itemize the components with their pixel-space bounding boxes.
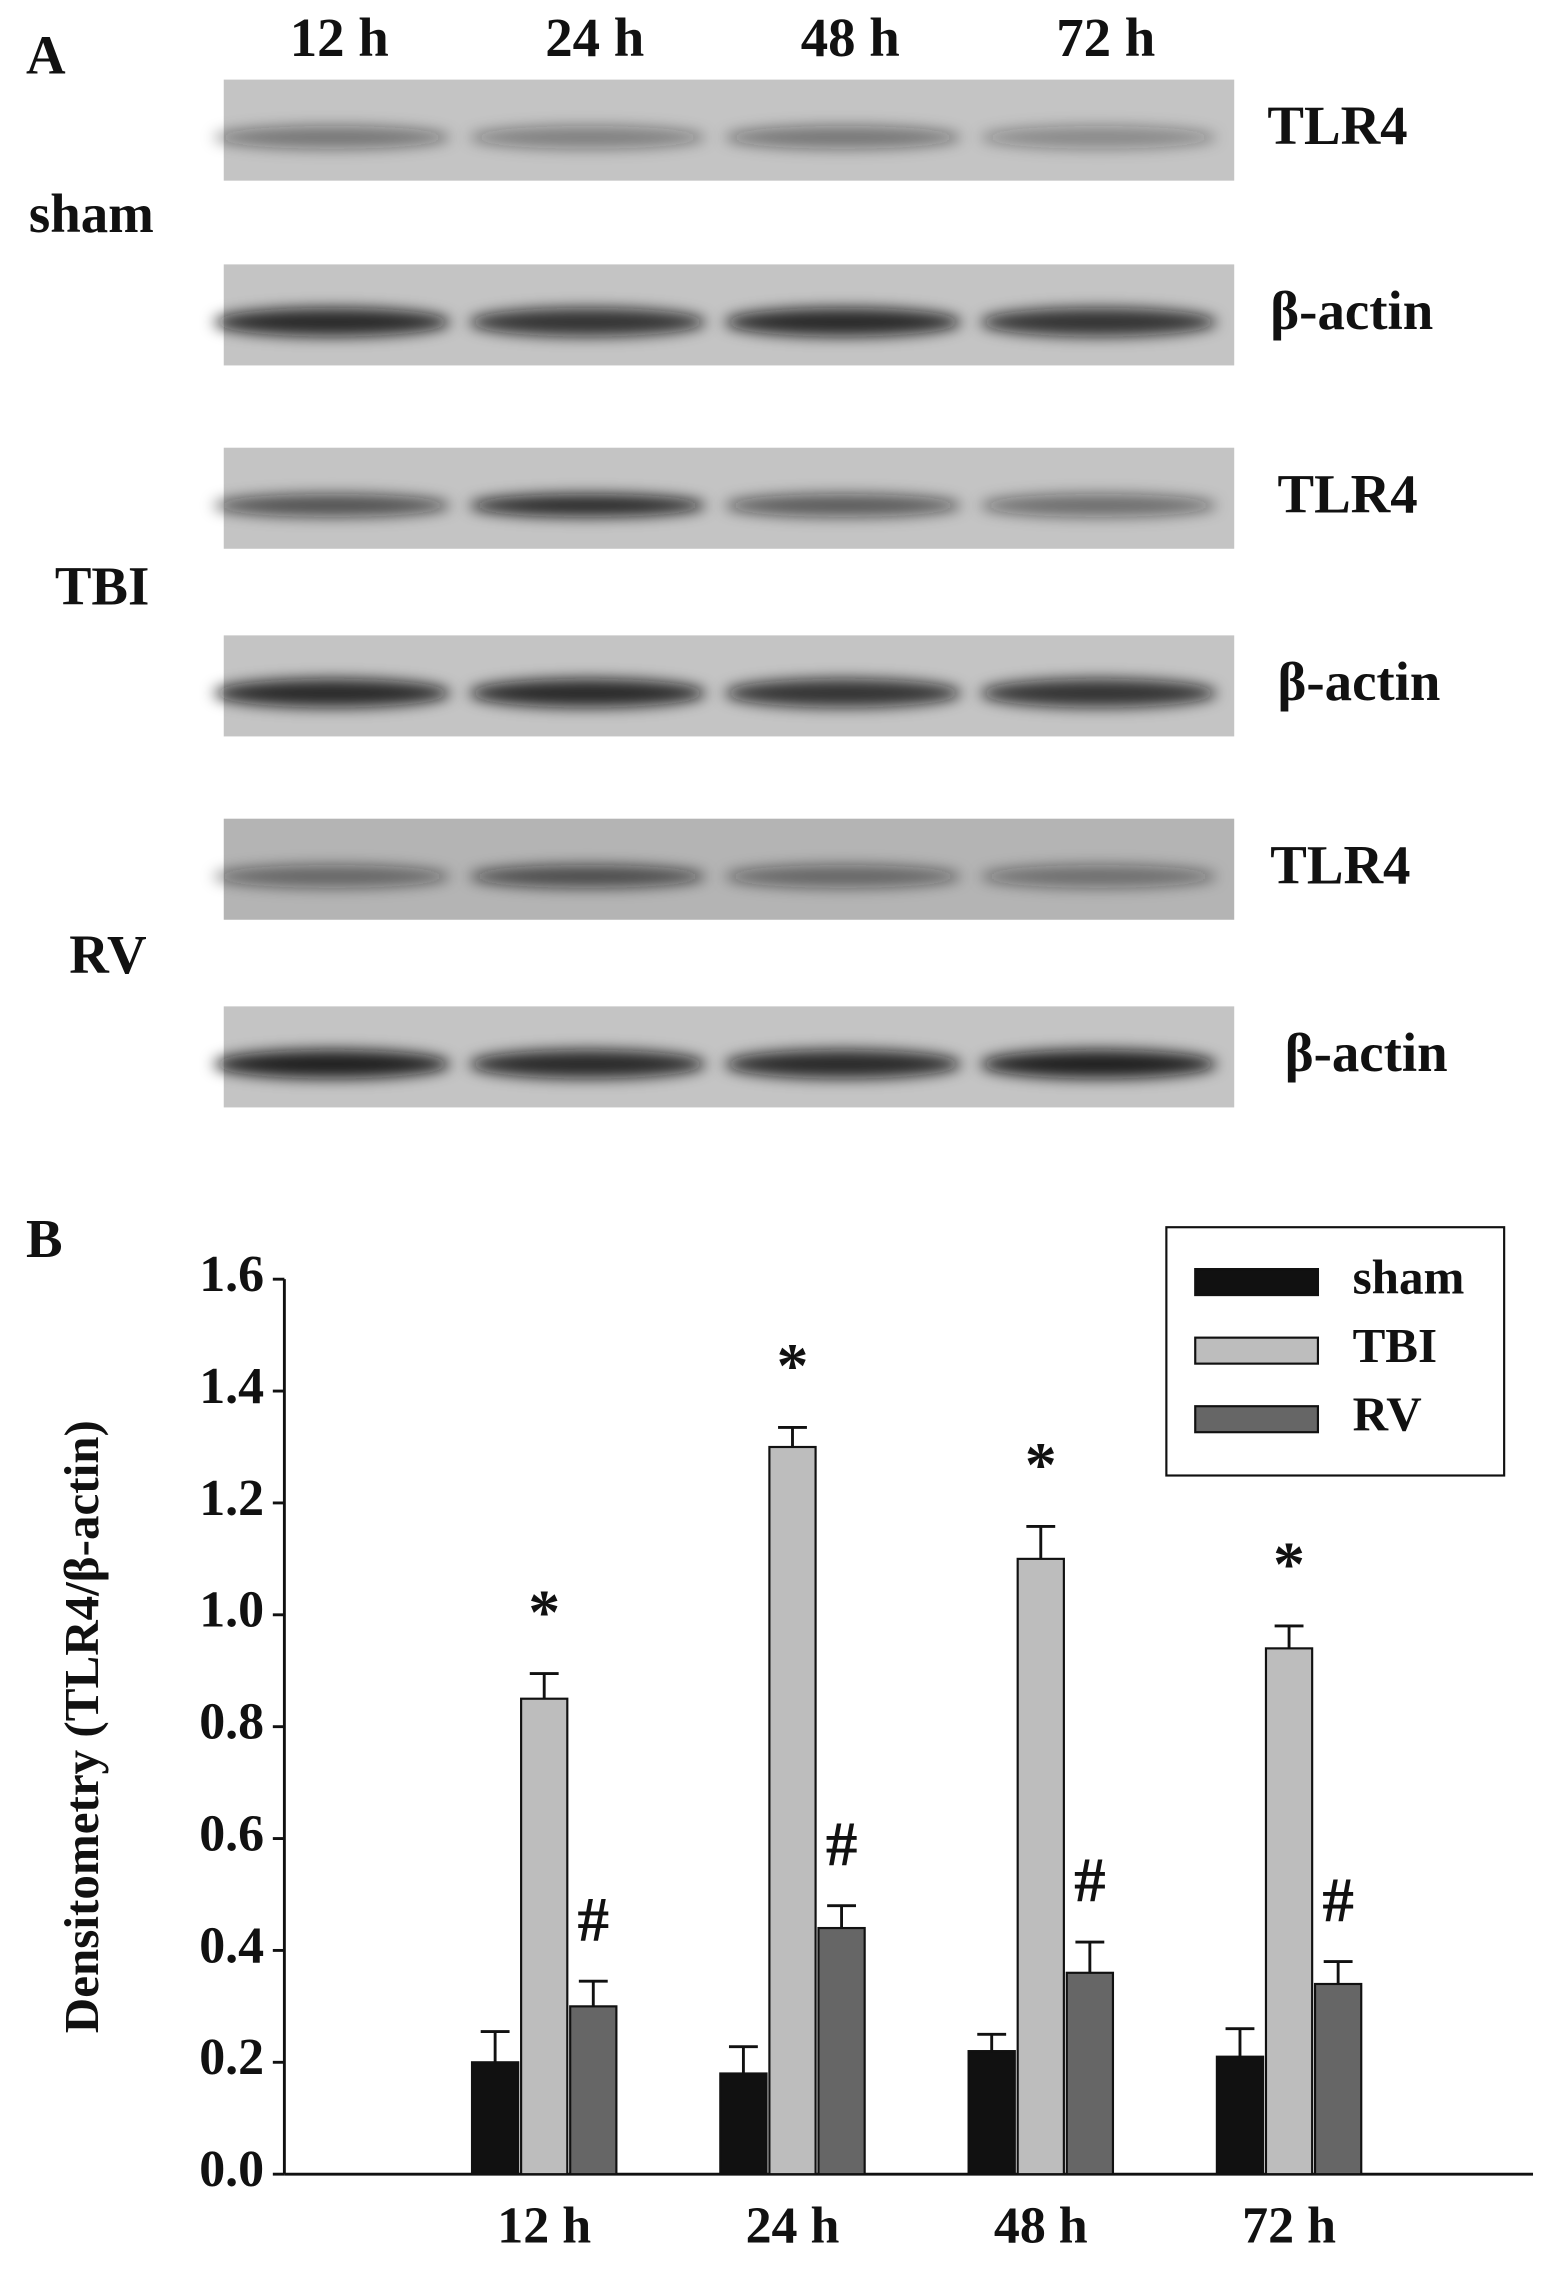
- legend-swatch: [1194, 1405, 1320, 1434]
- bar: [1215, 2055, 1265, 2176]
- blot-band: [469, 1049, 706, 1079]
- blot-band: [724, 493, 962, 518]
- y-tick-label: 0.0: [199, 2141, 264, 2198]
- y-tick-label: 0.8: [199, 1694, 264, 1751]
- legend-label: RV: [1353, 1386, 1422, 1441]
- band-label: β-actin: [1285, 1022, 1448, 1083]
- bar: [967, 2050, 1016, 2176]
- y-tick-label: 1.6: [199, 1246, 264, 1303]
- bar: [1065, 1971, 1115, 2176]
- blot-band: [980, 864, 1217, 888]
- blot-band: [980, 1049, 1217, 1079]
- y-axis-label: Densitometry (TLR4/β-actin): [54, 1420, 109, 2033]
- blot-band: [980, 307, 1217, 337]
- bar: [1264, 1647, 1314, 2176]
- y-tick-label: 1.4: [199, 1358, 264, 1415]
- error-bar: [977, 2032, 1007, 2052]
- bar: [817, 1926, 866, 2176]
- blot-band: [469, 307, 706, 337]
- blot-band: [213, 1049, 451, 1079]
- error-bar: [1026, 1524, 1056, 1559]
- bar: [470, 2061, 520, 2176]
- x-tick-label: 48 h: [994, 2197, 1088, 2254]
- lane-label: 24 h: [545, 7, 644, 68]
- significance-mark: #: [577, 1884, 609, 1955]
- blot-band: [724, 864, 962, 888]
- bar: [768, 1445, 817, 2176]
- bar: [520, 1697, 569, 2176]
- error-bar: [578, 1979, 608, 2007]
- blot-band: [213, 678, 451, 708]
- legend-label: sham: [1353, 1249, 1465, 1304]
- y-tick-label: 0.4: [199, 1917, 264, 1974]
- group-label: TBI: [55, 556, 150, 617]
- group-label: RV: [69, 924, 146, 985]
- blot-band: [469, 493, 706, 518]
- band-label: TLR4: [1267, 95, 1407, 156]
- y-tick-label: 1.2: [199, 1470, 264, 1527]
- legend-swatch: [1194, 1267, 1320, 1297]
- group-label: sham: [29, 183, 154, 244]
- x-tick-label: 24 h: [746, 2197, 840, 2254]
- blot-band: [724, 307, 962, 337]
- panel-label: A: [26, 24, 66, 85]
- blot-band: [213, 307, 451, 337]
- significance-mark: *: [1273, 1529, 1305, 1600]
- significance-mark: *: [1025, 1429, 1057, 1500]
- error-bar: [728, 2045, 758, 2074]
- error-bar: [480, 2030, 510, 2063]
- panel-label: B: [26, 1208, 63, 1269]
- blot-band: [980, 493, 1217, 518]
- blot-band: [724, 1049, 962, 1079]
- blot-band: [213, 125, 451, 149]
- significance-mark: #: [826, 1808, 858, 1879]
- blot-band: [980, 125, 1217, 149]
- error-bar: [778, 1425, 807, 1447]
- blot-band: [213, 493, 451, 518]
- error-bar: [1323, 1960, 1353, 1984]
- blot-band: [469, 864, 706, 888]
- band-label: TLR4: [1278, 463, 1418, 524]
- band-label: β-actin: [1270, 280, 1433, 341]
- error-bar: [529, 1672, 559, 1699]
- bar: [1016, 1557, 1065, 2176]
- x-tick-label: 12 h: [497, 2197, 591, 2254]
- x-tick-label: 72 h: [1242, 2197, 1336, 2254]
- blot-band: [980, 678, 1217, 708]
- error-bar: [1274, 1624, 1304, 1649]
- band-label: β-actin: [1278, 651, 1441, 712]
- legend-label: TBI: [1353, 1318, 1438, 1373]
- blot-band: [469, 678, 706, 708]
- legend-swatch: [1194, 1336, 1320, 1365]
- lane-label: 72 h: [1056, 7, 1155, 68]
- y-tick-label: 0.6: [199, 1805, 264, 1862]
- bar: [569, 2005, 618, 2176]
- significance-mark: *: [528, 1576, 560, 1647]
- y-tick-label: 1.0: [199, 1582, 264, 1639]
- bar: [719, 2072, 768, 2176]
- blot-band: [724, 678, 962, 708]
- significance-mark: *: [777, 1330, 809, 1401]
- blot-band: [469, 125, 706, 149]
- error-bar: [1075, 1940, 1105, 1973]
- error-bar: [827, 1904, 857, 1929]
- blot-band: [724, 125, 962, 149]
- y-tick-label: 0.2: [199, 2029, 264, 2086]
- blot-band: [213, 864, 451, 888]
- band-label: TLR4: [1270, 834, 1410, 895]
- lane-label: 12 h: [290, 7, 389, 68]
- significance-mark: #: [1074, 1845, 1106, 1916]
- legend: sham TBI RV: [1165, 1226, 1506, 1477]
- error-bar: [1225, 2027, 1255, 2057]
- lane-label: 48 h: [801, 7, 900, 68]
- bar: [1313, 1982, 1363, 2176]
- significance-mark: #: [1322, 1864, 1354, 1935]
